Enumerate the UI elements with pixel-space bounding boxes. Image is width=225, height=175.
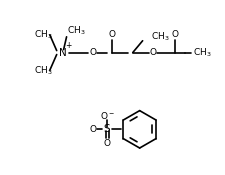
Text: CH$_3$: CH$_3$ bbox=[151, 31, 169, 43]
Text: CH$_3$: CH$_3$ bbox=[34, 64, 52, 76]
Text: O: O bbox=[104, 139, 110, 148]
Text: N: N bbox=[59, 48, 67, 58]
Text: O: O bbox=[108, 30, 115, 39]
Text: S: S bbox=[104, 124, 110, 134]
Text: O: O bbox=[172, 30, 179, 39]
Text: O: O bbox=[90, 48, 97, 57]
Text: O: O bbox=[150, 48, 157, 57]
Text: CH$_3$: CH$_3$ bbox=[34, 29, 52, 41]
Text: CH$_3$: CH$_3$ bbox=[67, 25, 85, 37]
Text: O: O bbox=[90, 125, 97, 134]
Text: +: + bbox=[65, 41, 72, 50]
Text: CH$_3$: CH$_3$ bbox=[193, 46, 212, 59]
Text: O$^-$: O$^-$ bbox=[99, 110, 115, 121]
